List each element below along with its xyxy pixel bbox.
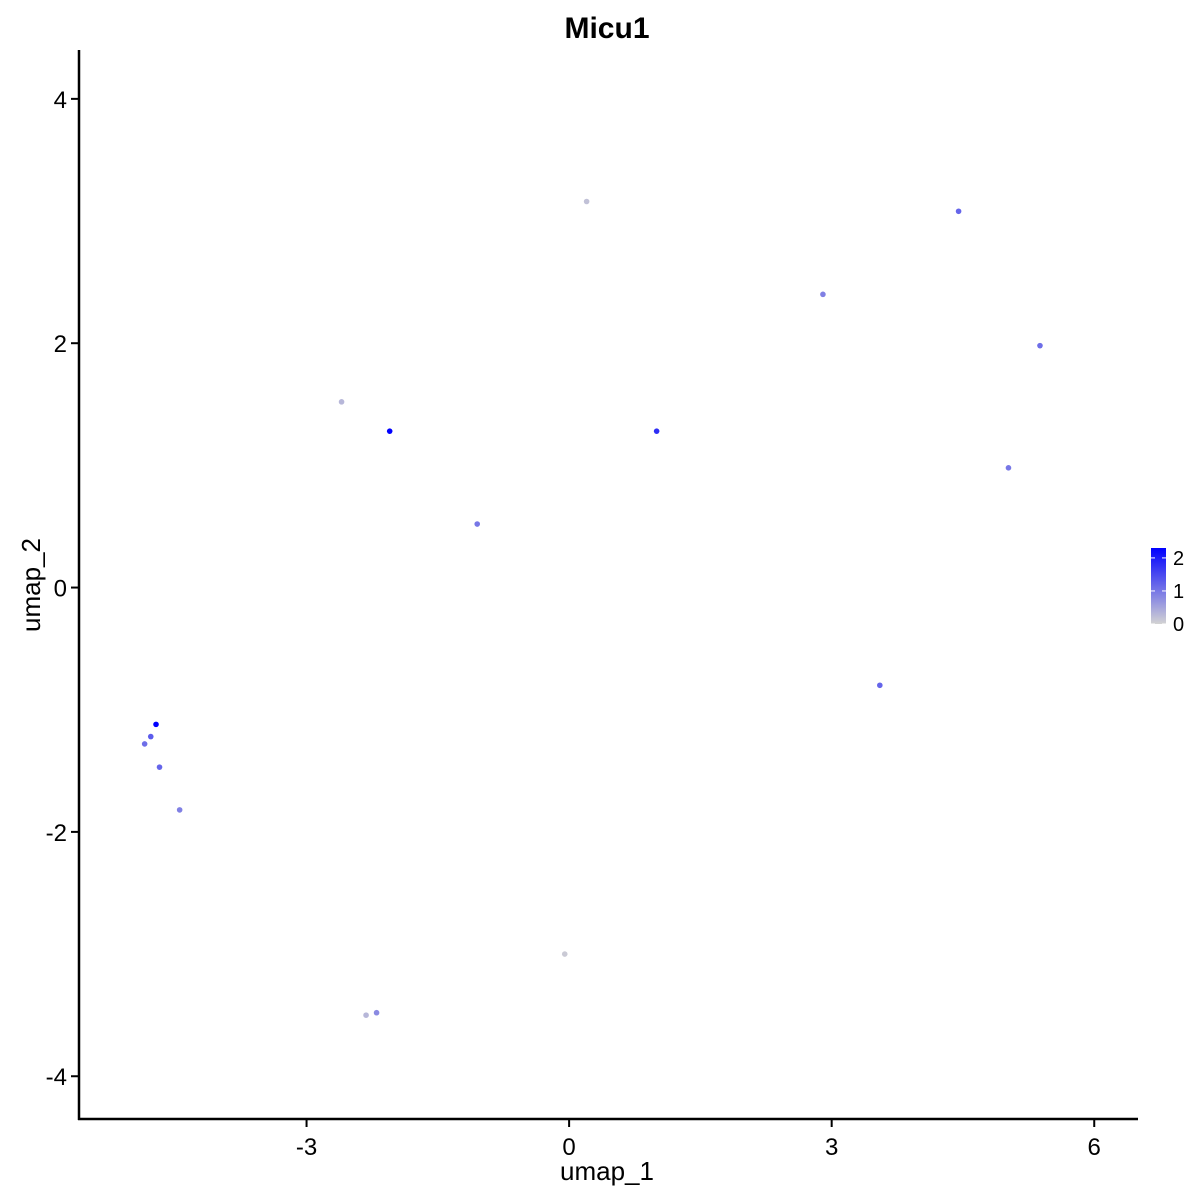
- scatter-point: [955, 208, 962, 215]
- y-tick-label: -4: [46, 1064, 67, 1091]
- y-tick-label: -2: [46, 820, 67, 847]
- scatter-point: [474, 521, 481, 527]
- y-axis-title: umap_2: [16, 538, 46, 632]
- x-tick-label: 6: [1088, 1134, 1101, 1161]
- scatter-point: [820, 291, 826, 298]
- colorbar-tick-label: 1: [1173, 581, 1184, 603]
- scatter-point: [877, 682, 883, 689]
- colorbar-tick-label: 0: [1173, 614, 1184, 636]
- scatter-point: [147, 733, 154, 740]
- scatter-point: [653, 428, 660, 434]
- scatter-point: [363, 1012, 369, 1018]
- data-points: [141, 198, 1043, 1018]
- scatter-point: [561, 951, 568, 957]
- x-tick-label: -3: [296, 1134, 317, 1161]
- scatter-point: [153, 721, 159, 728]
- x-tick-label: 3: [825, 1134, 838, 1161]
- chart-title: Micu1: [564, 12, 649, 45]
- colorbar-legend: 0 1 2: [1151, 548, 1184, 636]
- scatter-point: [1037, 342, 1043, 349]
- scatter-point: [373, 1009, 380, 1016]
- scatter-point: [156, 764, 163, 770]
- colorbar-ticks: 0 1 2: [1151, 548, 1184, 636]
- colorbar-tick-label: 2: [1173, 548, 1184, 570]
- scatter-point: [386, 428, 393, 434]
- scatter-point: [141, 741, 148, 747]
- scatter-point: [338, 399, 345, 405]
- y-tick-label: 0: [54, 576, 67, 603]
- x-tick-label: 0: [562, 1134, 575, 1161]
- scatter-point: [1005, 465, 1012, 471]
- colorbar: [1151, 548, 1166, 624]
- y-tick-label: 4: [54, 87, 67, 114]
- scatter-point: [176, 807, 183, 813]
- scatter-point: [583, 198, 590, 205]
- y-tick-label: 2: [54, 331, 67, 358]
- x-axis-title: umap_1: [560, 1156, 654, 1186]
- y-axis-ticks: -4 -2 0 2 4: [46, 87, 79, 1091]
- x-axis-ticks: -3 0 3 6: [296, 1119, 1101, 1161]
